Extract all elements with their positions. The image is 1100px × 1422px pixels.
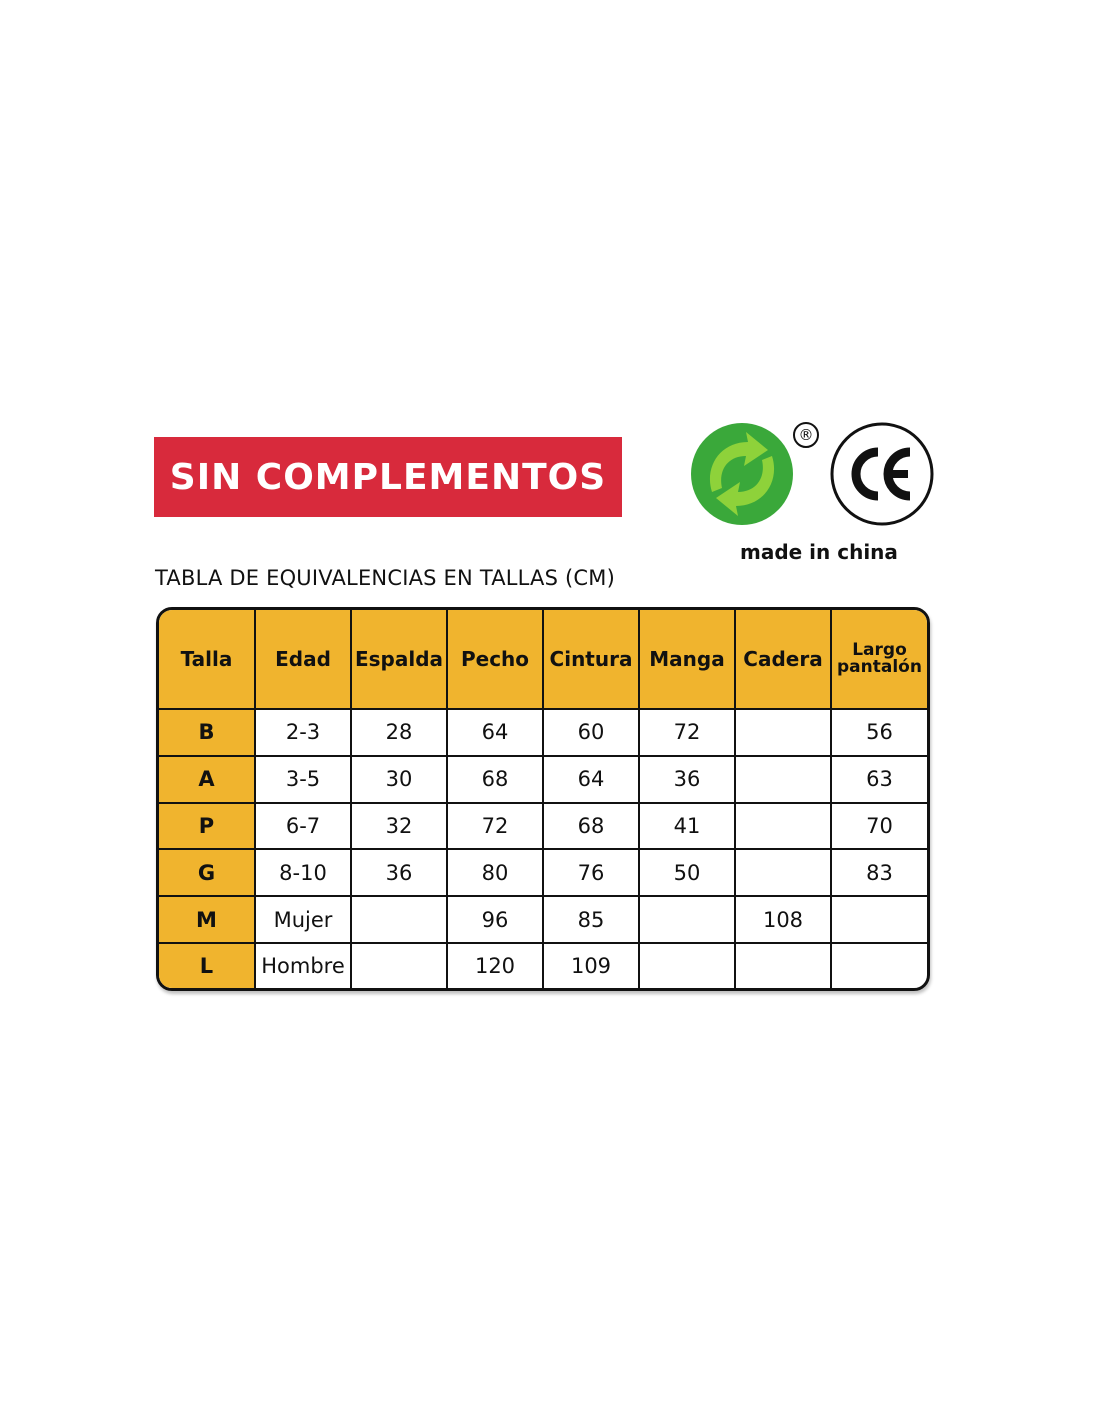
table-cell: Mujer	[254, 895, 352, 944]
table-cell	[734, 801, 832, 851]
table-cell: 36	[350, 848, 448, 898]
table-cell: 64	[446, 708, 544, 757]
table-cell: 96	[446, 895, 544, 944]
size-cell: A	[159, 754, 256, 804]
table-row: A 3-5 30 68 64 36 63	[159, 754, 927, 804]
table-cell: 8-10	[254, 848, 352, 898]
table-cell: 108	[734, 895, 832, 944]
table-cell: 28	[350, 708, 448, 757]
table-cell: 56	[830, 708, 927, 757]
table-cell: Hombre	[254, 941, 352, 988]
header-largo-pantalon: Largo pantalón	[830, 610, 927, 710]
header-cadera: Cadera	[734, 610, 832, 710]
header-manga: Manga	[638, 610, 736, 710]
table-cell	[734, 754, 832, 804]
table-cell: 63	[830, 754, 927, 804]
table-cell	[734, 708, 832, 757]
table-cell	[734, 941, 832, 988]
green-dot-recycling-icon	[691, 423, 793, 525]
header-cintura: Cintura	[542, 610, 640, 710]
sin-complementos-banner: SIN COMPLEMENTOS	[154, 437, 622, 517]
size-cell: P	[159, 801, 256, 851]
table-row: B 2-3 28 64 60 72 56	[159, 708, 927, 757]
table-cell: 109	[542, 941, 640, 988]
made-in-china-label: made in china	[740, 540, 898, 564]
size-cell: M	[159, 895, 256, 944]
table-cell: 83	[830, 848, 927, 898]
table-cell	[350, 895, 448, 944]
header-espalda: Espalda	[350, 610, 448, 710]
table-row: M Mujer 96 85 108	[159, 895, 927, 944]
table-row: L Hombre 120 109	[159, 941, 927, 988]
table-cell: 85	[542, 895, 640, 944]
table-cell: 70	[830, 801, 927, 851]
table-cell	[830, 895, 927, 944]
table-cell: 120	[446, 941, 544, 988]
table-cell: 2-3	[254, 708, 352, 757]
table-cell: 64	[542, 754, 640, 804]
table-cell: 60	[542, 708, 640, 757]
table-cell	[734, 848, 832, 898]
table-cell: 36	[638, 754, 736, 804]
table-title: TABLA DE EQUIVALENCIAS EN TALLAS (CM)	[155, 566, 615, 590]
header-pecho: Pecho	[446, 610, 544, 710]
table-cell: 76	[542, 848, 640, 898]
table-cell: 3-5	[254, 754, 352, 804]
table-cell: 72	[638, 708, 736, 757]
header-talla: Talla	[159, 610, 256, 710]
registered-mark: ®	[793, 422, 819, 448]
table-cell	[638, 895, 736, 944]
size-cell: B	[159, 708, 256, 757]
table-cell: 41	[638, 801, 736, 851]
table-cell: 68	[446, 754, 544, 804]
size-cell: L	[159, 941, 256, 988]
table-cell: 32	[350, 801, 448, 851]
table-cell: 30	[350, 754, 448, 804]
ce-mark-icon	[830, 422, 934, 526]
table-cell: 68	[542, 801, 640, 851]
table-cell: 6-7	[254, 801, 352, 851]
table-cell	[350, 941, 448, 988]
table-cell	[830, 941, 927, 988]
banner-label: SIN COMPLEMENTOS	[169, 456, 607, 498]
header-edad: Edad	[254, 610, 352, 710]
table-cell: 72	[446, 801, 544, 851]
table-cell	[638, 941, 736, 988]
table-row: G 8-10 36 80 76 50 83	[159, 848, 927, 898]
table-cell: 80	[446, 848, 544, 898]
size-cell: G	[159, 848, 256, 898]
table-cell: 50	[638, 848, 736, 898]
size-table: Talla Edad Espalda Pecho Cintura Manga C…	[156, 607, 930, 991]
table-header-row: Talla Edad Espalda Pecho Cintura Manga C…	[159, 610, 927, 710]
table-row: P 6-7 32 72 68 41 70	[159, 801, 927, 851]
